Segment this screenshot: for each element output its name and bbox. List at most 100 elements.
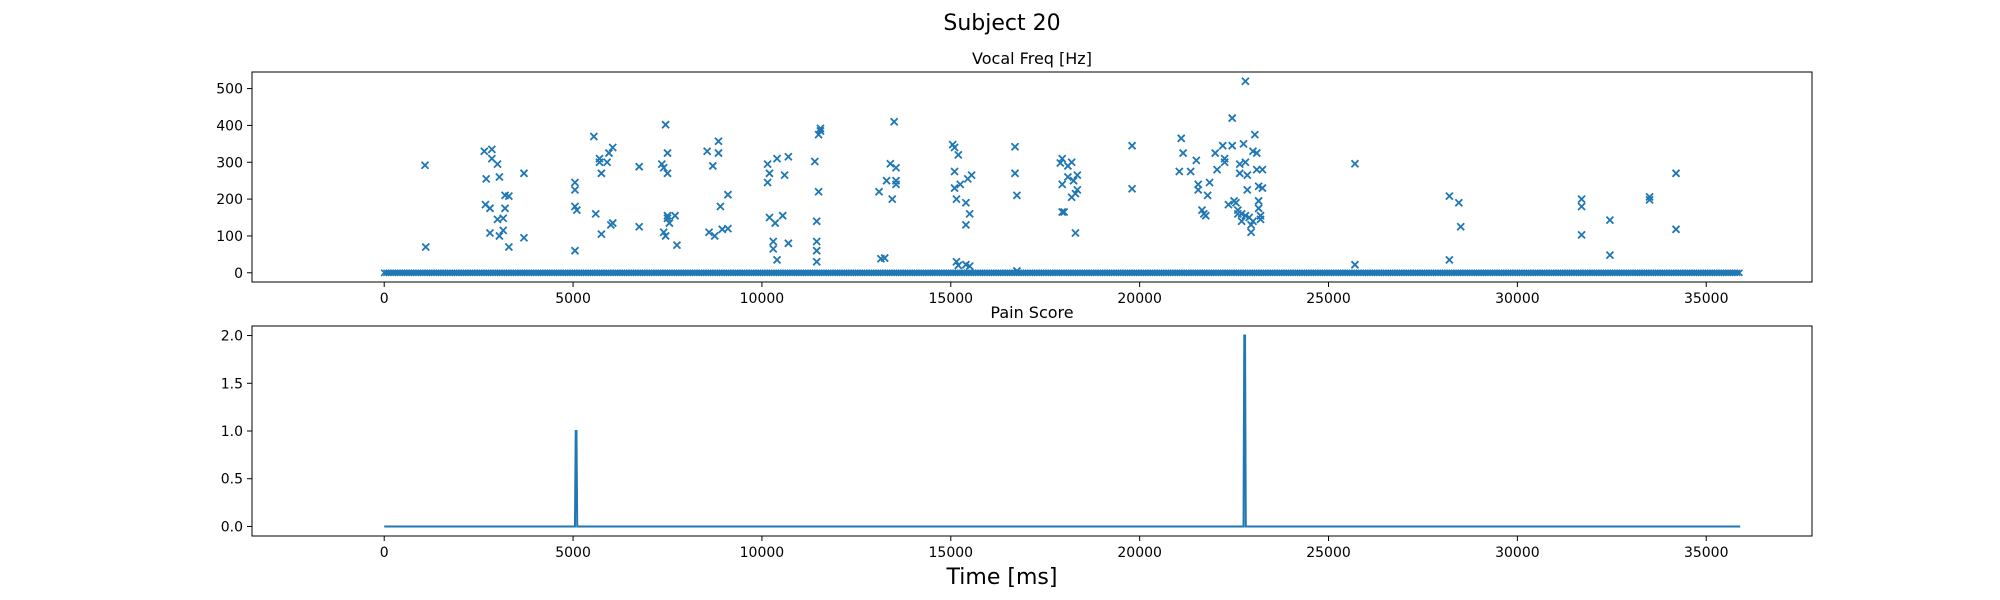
data-point (597, 229, 606, 239)
data-point (1254, 196, 1263, 206)
data-point (519, 233, 529, 242)
data-point (710, 231, 719, 241)
data-point (1071, 228, 1080, 238)
data-point (1577, 194, 1586, 204)
data-point (589, 132, 598, 141)
data-point (504, 242, 513, 252)
data-point (772, 154, 782, 163)
y-tick-label: 1.5 (221, 376, 243, 392)
x-tick-label: 5000 (555, 291, 591, 307)
data-point (771, 218, 780, 228)
data-point (1069, 176, 1078, 185)
data-point (1012, 191, 1022, 200)
data-point (778, 211, 787, 220)
data-point (1241, 211, 1250, 220)
data-point (874, 187, 884, 196)
y-tick-label: 2.0 (221, 329, 243, 345)
data-point (570, 185, 580, 195)
data-point (1073, 185, 1082, 195)
data-point (663, 214, 672, 223)
x-tick-label: 25000 (1306, 291, 1351, 307)
y-tick-label: 500 (216, 82, 243, 98)
data-point (1248, 217, 1258, 226)
data-point (812, 217, 821, 226)
data-point (661, 120, 670, 129)
data-point (708, 161, 717, 171)
data-point (1056, 158, 1065, 168)
x-tick-label: 30000 (1495, 291, 1540, 307)
data-point (1350, 260, 1360, 269)
x-tick-label: 25000 (1306, 545, 1351, 561)
data-point (954, 150, 963, 160)
y-tick-label: 1.0 (221, 424, 243, 440)
data-point (421, 242, 430, 252)
x-axis-label: Time [ms] (946, 565, 1058, 590)
data-point (500, 204, 510, 213)
data-point (765, 169, 774, 178)
y-tick-label: 400 (216, 118, 243, 134)
data-point (597, 169, 606, 178)
baseline-marker (1735, 269, 1744, 277)
data-point (950, 183, 959, 193)
figure-title: Subject 20 (943, 11, 1060, 36)
data-point (769, 244, 778, 253)
x-tick-label: 10000 (740, 545, 785, 561)
x-tick-label: 30000 (1495, 545, 1540, 561)
data-point (1243, 185, 1252, 195)
data-point (950, 143, 959, 152)
data-point (954, 261, 963, 270)
data-point (485, 204, 495, 213)
axes-frame (251, 325, 1813, 537)
data-point (716, 202, 725, 211)
data-point (714, 137, 723, 146)
x-tick-label: 15000 (929, 291, 974, 307)
data-point (608, 143, 617, 152)
data-point (703, 147, 712, 156)
vocal-freq-panel: Vocal Freq [Hz]0 5000 10000 15000 20000 25000… (216, 49, 1813, 307)
data-point (602, 158, 612, 167)
data-point (420, 161, 430, 170)
data-point (956, 180, 965, 189)
data-point (635, 162, 644, 171)
data-point (880, 253, 889, 263)
data-point (608, 218, 617, 228)
x-tick-label: 15000 (929, 545, 974, 561)
data-point (1246, 228, 1256, 237)
data-point (1212, 165, 1222, 174)
data-point (1063, 172, 1073, 182)
data-point (1218, 141, 1227, 150)
data-point (1127, 184, 1137, 193)
data-point (663, 148, 672, 158)
x-tick-label: 20000 (1117, 545, 1162, 561)
data-point (1237, 217, 1246, 226)
data-point (1059, 207, 1069, 217)
data-point (480, 147, 489, 156)
data-point (812, 246, 821, 255)
data-point (519, 169, 529, 178)
data-point (591, 209, 600, 218)
data-point (810, 157, 819, 166)
data-point (499, 226, 508, 235)
data-point (1577, 202, 1586, 211)
data-point (763, 178, 772, 187)
data-point (1203, 191, 1212, 200)
data-point (891, 180, 901, 189)
data-point (967, 171, 976, 180)
data-point (780, 171, 789, 180)
data-point (1231, 198, 1241, 207)
data-point (1235, 159, 1244, 169)
data-point (1454, 198, 1463, 207)
data-point (595, 158, 604, 167)
data-point (1178, 148, 1188, 158)
data-point (1350, 159, 1360, 168)
x-tick-label: 35000 (1684, 545, 1729, 561)
data-point (495, 231, 504, 241)
data-point (784, 239, 793, 248)
data-point (1228, 113, 1237, 123)
data-point (1220, 158, 1229, 167)
data-point (1205, 178, 1214, 187)
data-point (714, 148, 723, 158)
data-point (1241, 77, 1250, 86)
data-point (493, 159, 502, 169)
